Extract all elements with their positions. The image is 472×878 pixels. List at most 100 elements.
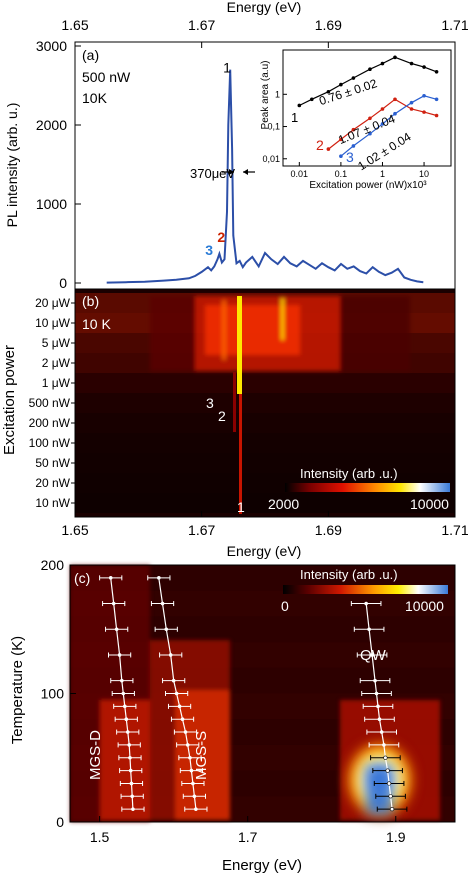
inset-point xyxy=(339,82,343,87)
map-peak-label-2: 2 xyxy=(218,408,226,424)
inset-point xyxy=(434,113,439,118)
data-point xyxy=(382,743,386,747)
y-tick-label: 1000 xyxy=(36,196,67,212)
temperature-axis-ticks: 0 100 200 xyxy=(41,557,76,830)
series-mgs-d xyxy=(99,575,145,812)
power-axis-title: Excitation power xyxy=(1,345,18,455)
power-label: 200 nW xyxy=(29,416,71,430)
data-point xyxy=(180,717,185,721)
data-point xyxy=(185,743,190,747)
power-row xyxy=(75,393,455,413)
peak-label-2: 2 xyxy=(217,229,225,245)
inset-point xyxy=(422,93,426,98)
power-label: 20 nW xyxy=(35,476,70,490)
panel-b-power-map: 20 μW 10 μW 5 μW 2 μW 1 μW 500 nW 200 nW 100 nW… xyxy=(1,288,469,559)
energy-axis-label-b: Energy (eV) xyxy=(227,543,302,559)
data-point xyxy=(376,704,380,709)
data-point xyxy=(177,704,182,709)
peak-label-3: 3 xyxy=(205,242,213,258)
fit-curve xyxy=(365,603,393,810)
inset-y-tick: 0,1 xyxy=(267,122,280,132)
colorbar-c-label: Intensity (arb .u.) xyxy=(300,567,398,582)
data-point xyxy=(129,781,134,786)
temperature-tick-label: 200 xyxy=(41,557,65,573)
series-mgs-s xyxy=(147,575,208,812)
inset-point xyxy=(326,89,331,94)
inset-point xyxy=(422,65,426,69)
data-point xyxy=(127,743,132,747)
y-tick-label: 0 xyxy=(59,275,67,291)
energy-axis-label-c: Energy (eV) xyxy=(222,857,302,874)
data-point xyxy=(157,576,161,580)
inset-x-label: Excitation power (nW)x10³ xyxy=(309,180,427,191)
data-point xyxy=(121,691,126,696)
top-tick-label: 1.65 xyxy=(61,17,88,33)
linewidth-arrows xyxy=(222,169,255,175)
power-row xyxy=(75,433,455,453)
data-point xyxy=(183,730,188,734)
energy-tick-label-c: 1.7 xyxy=(238,829,258,845)
curve-label-qw: QW xyxy=(360,647,387,664)
data-point xyxy=(120,678,124,683)
inset-point xyxy=(368,67,372,72)
inset-x-tick: 10 xyxy=(419,169,429,179)
temperature-label: 10K xyxy=(82,90,108,106)
inset-series-label-2: 2 xyxy=(316,137,324,153)
data-point xyxy=(373,678,377,683)
data-point xyxy=(388,794,393,799)
data-point xyxy=(192,794,197,799)
map-peak-label-3: 3 xyxy=(206,395,214,411)
y-tick-label: 3000 xyxy=(36,38,67,54)
inset-y-tick: 0,01 xyxy=(262,154,280,164)
data-point xyxy=(164,627,169,632)
inset-point xyxy=(368,131,372,136)
data-point xyxy=(370,653,374,657)
power-row xyxy=(75,413,455,433)
power-label: 10 μW xyxy=(35,316,71,330)
inset-x-tick: 0.1 xyxy=(335,169,348,179)
excitation-power-label: 500 nW xyxy=(82,69,131,85)
data-point xyxy=(111,601,116,606)
colorbar-b-label: Intensity (arb .u.) xyxy=(300,466,398,481)
inset-point xyxy=(434,69,439,74)
inset-power-dependence: Peak area (a.u) Excitation power (nW)x10… xyxy=(260,49,452,191)
inset-series-3 xyxy=(339,93,439,159)
data-point xyxy=(364,601,368,606)
temperature-peak-series xyxy=(99,575,408,812)
inset-y-label: Peak area (a.u) xyxy=(260,61,271,130)
inset-x-tick: 0.01 xyxy=(291,169,309,179)
data-point xyxy=(377,717,382,721)
temperature-tick-label: 0 xyxy=(56,814,64,830)
inset-x-tick: 1 xyxy=(380,169,385,179)
series-qw xyxy=(350,601,408,812)
inset-series-label-3: 3 xyxy=(346,149,354,165)
data-point xyxy=(383,755,388,760)
data-point xyxy=(117,653,122,657)
power-label: 5 μW xyxy=(42,336,71,350)
data-point xyxy=(125,730,130,734)
pl-spectrum-line xyxy=(106,69,424,284)
inset-series-2 xyxy=(326,97,439,151)
power-label: 2 μW xyxy=(42,356,71,370)
data-point xyxy=(171,678,176,683)
inset-y-tick: 1 xyxy=(275,89,280,99)
curve-label-mgs-d: MGS-D xyxy=(87,730,104,780)
peak-labels: 1 23 xyxy=(205,60,231,258)
inset-point xyxy=(380,122,385,126)
inset-point xyxy=(434,97,439,102)
inset-point xyxy=(310,97,314,102)
linewidth-annotation: 370μeV xyxy=(190,166,235,181)
power-label: 100 nW xyxy=(29,436,71,450)
colorbar-b: Intensity (arb .u.) 2000 10000 xyxy=(268,466,450,512)
power-label: 50 nW xyxy=(35,456,70,470)
colorbar-b-max: 10000 xyxy=(410,496,449,512)
inset-point xyxy=(409,107,414,111)
power-row xyxy=(75,493,455,513)
inset-point xyxy=(351,144,356,148)
inset-point xyxy=(326,147,331,151)
colorbar-c: Intensity (arb .u.) 0 10000 xyxy=(281,567,448,614)
inset-point xyxy=(409,100,414,105)
data-point xyxy=(367,627,371,632)
temperature-tick-label: 100 xyxy=(41,686,65,702)
